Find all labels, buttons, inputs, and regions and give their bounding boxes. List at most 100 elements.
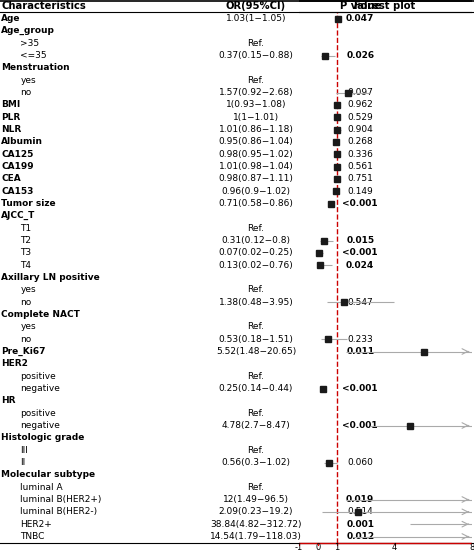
Text: 0.561: 0.561 xyxy=(347,162,373,171)
Text: 8: 8 xyxy=(469,543,474,552)
Text: Forest plot: Forest plot xyxy=(355,1,416,11)
Text: Molecular subtype: Molecular subtype xyxy=(1,470,96,480)
Text: 1(0.93−1.08): 1(0.93−1.08) xyxy=(226,100,286,109)
Text: 0.751: 0.751 xyxy=(347,174,373,183)
Text: 1.01(0.98−1.04): 1.01(0.98−1.04) xyxy=(219,162,293,171)
Text: 1.57(0.92−2.68): 1.57(0.92−2.68) xyxy=(219,88,293,97)
Text: 5.52(1.48−20.65): 5.52(1.48−20.65) xyxy=(216,347,296,356)
Text: 1: 1 xyxy=(335,543,340,552)
Text: Ref.: Ref. xyxy=(247,483,264,492)
Text: NLR: NLR xyxy=(1,125,22,134)
Text: negative: negative xyxy=(20,421,60,430)
Text: 0.019: 0.019 xyxy=(346,495,374,504)
Text: 4.78(2.7−8.47): 4.78(2.7−8.47) xyxy=(221,421,291,430)
Text: no: no xyxy=(20,335,32,344)
Text: 0.98(0.95−1.02): 0.98(0.95−1.02) xyxy=(219,150,293,159)
Text: <0.001: <0.001 xyxy=(342,384,378,393)
Text: <0.001: <0.001 xyxy=(342,421,378,430)
Text: T3: T3 xyxy=(20,248,31,258)
Text: 0.547: 0.547 xyxy=(347,297,373,307)
Text: 0.56(0.3−1.02): 0.56(0.3−1.02) xyxy=(221,458,291,467)
Text: PLR: PLR xyxy=(1,113,21,122)
Text: 0.011: 0.011 xyxy=(346,347,374,356)
Text: 0.024: 0.024 xyxy=(346,261,374,270)
Text: Age_group: Age_group xyxy=(1,26,55,36)
Text: 0.25(0.14−0.44): 0.25(0.14−0.44) xyxy=(219,384,293,393)
Text: 0.026: 0.026 xyxy=(346,51,374,60)
Text: 0.98(0.87−1.11): 0.98(0.87−1.11) xyxy=(219,174,293,183)
Text: negative: negative xyxy=(20,384,60,393)
Text: P value: P value xyxy=(339,1,381,11)
Text: yes: yes xyxy=(20,322,36,331)
Text: Ref.: Ref. xyxy=(247,372,264,381)
Text: T4: T4 xyxy=(20,261,31,270)
Text: <=35: <=35 xyxy=(20,51,47,60)
Text: 0.529: 0.529 xyxy=(347,113,373,122)
Text: 0.015: 0.015 xyxy=(346,236,374,245)
Text: 0.962: 0.962 xyxy=(347,100,373,109)
Text: Characteristics: Characteristics xyxy=(1,1,86,11)
Text: Ref.: Ref. xyxy=(247,446,264,455)
Text: III: III xyxy=(20,446,28,455)
Text: Axillary LN positive: Axillary LN positive xyxy=(1,273,100,282)
Text: Ref.: Ref. xyxy=(247,285,264,294)
Text: HER2: HER2 xyxy=(1,359,28,369)
Text: T1: T1 xyxy=(20,224,31,233)
Text: HER2+: HER2+ xyxy=(20,519,52,529)
Text: II: II xyxy=(20,458,26,467)
Text: luminal B(HER2-): luminal B(HER2-) xyxy=(20,507,98,516)
Text: 0.336: 0.336 xyxy=(347,150,373,159)
Text: Age: Age xyxy=(1,14,21,23)
Text: 0.37(0.15−0.88): 0.37(0.15−0.88) xyxy=(219,51,293,60)
Text: 1(1−1.01): 1(1−1.01) xyxy=(233,113,279,122)
Text: Histologic grade: Histologic grade xyxy=(1,433,85,442)
Text: 1.38(0.48−3.95): 1.38(0.48−3.95) xyxy=(219,297,293,307)
Text: 0.904: 0.904 xyxy=(347,125,373,134)
Text: 12(1.49−96.5): 12(1.49−96.5) xyxy=(223,495,289,504)
Text: 4: 4 xyxy=(392,543,397,552)
Text: 0.71(0.58−0.86): 0.71(0.58−0.86) xyxy=(219,199,293,208)
Text: 0.097: 0.097 xyxy=(347,88,373,97)
Text: Albumin: Albumin xyxy=(1,137,44,147)
Text: Ref.: Ref. xyxy=(247,39,264,48)
Text: HR: HR xyxy=(1,396,16,405)
Text: 0.514: 0.514 xyxy=(347,507,373,516)
Text: CA153: CA153 xyxy=(1,186,34,196)
Text: 0.047: 0.047 xyxy=(346,14,374,23)
Text: Ref.: Ref. xyxy=(247,224,264,233)
Text: Tumor size: Tumor size xyxy=(1,199,56,208)
Text: 0.012: 0.012 xyxy=(346,532,374,541)
Text: Ref.: Ref. xyxy=(247,75,264,85)
Text: 0.07(0.02−0.25): 0.07(0.02−0.25) xyxy=(219,248,293,258)
Text: 14.54(1.79−118.03): 14.54(1.79−118.03) xyxy=(210,532,302,541)
Text: 0.001: 0.001 xyxy=(346,519,374,529)
Text: 0.13(0.02−0.76): 0.13(0.02−0.76) xyxy=(219,261,293,270)
Text: 0.233: 0.233 xyxy=(347,335,373,344)
Text: 0.53(0.18−1.51): 0.53(0.18−1.51) xyxy=(219,335,293,344)
Text: positive: positive xyxy=(20,372,56,381)
Text: 0.060: 0.060 xyxy=(347,458,373,467)
Text: yes: yes xyxy=(20,285,36,294)
Text: Pre_Ki67: Pre_Ki67 xyxy=(1,347,46,356)
Text: CA199: CA199 xyxy=(1,162,34,171)
Text: 0.95(0.86−1.04): 0.95(0.86−1.04) xyxy=(219,137,293,147)
Text: -1: -1 xyxy=(294,543,303,552)
Text: <0.001: <0.001 xyxy=(342,199,378,208)
Text: Menstruation: Menstruation xyxy=(1,63,70,72)
Text: 0.268: 0.268 xyxy=(347,137,373,147)
Text: OR(95%CI): OR(95%CI) xyxy=(226,1,286,11)
Text: Complete NACT: Complete NACT xyxy=(1,310,80,319)
Text: yes: yes xyxy=(20,75,36,85)
Text: 0.96(0.9−1.02): 0.96(0.9−1.02) xyxy=(221,186,291,196)
Text: TNBC: TNBC xyxy=(20,532,45,541)
Text: 1.01(0.86−1.18): 1.01(0.86−1.18) xyxy=(219,125,293,134)
Text: 38.84(4.82−312.72): 38.84(4.82−312.72) xyxy=(210,519,302,529)
Text: no: no xyxy=(20,297,32,307)
Text: positive: positive xyxy=(20,408,56,418)
Text: 0: 0 xyxy=(315,543,320,552)
Text: T2: T2 xyxy=(20,236,31,245)
Text: Ref.: Ref. xyxy=(247,322,264,331)
Text: AJCC_T: AJCC_T xyxy=(1,211,36,220)
Text: 1.03(1−1.05): 1.03(1−1.05) xyxy=(226,14,286,23)
Text: CEA: CEA xyxy=(1,174,21,183)
